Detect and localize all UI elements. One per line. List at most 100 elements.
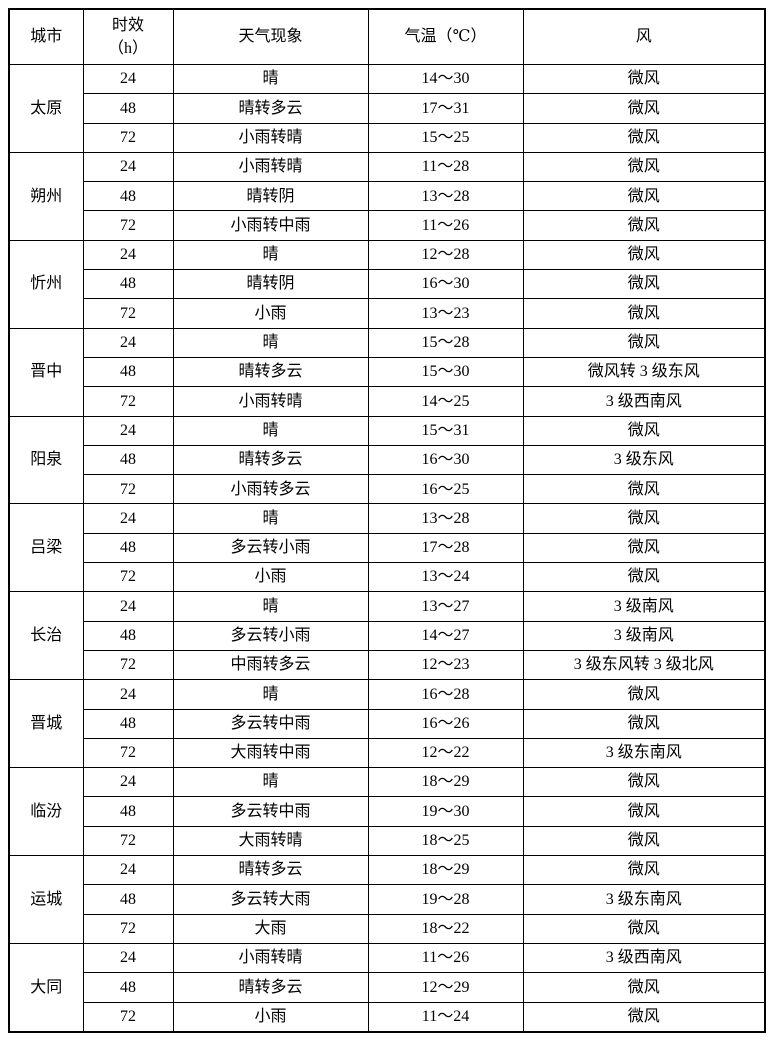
- table-row: 长治 24 晴 13～27 3 级南风: [8, 591, 766, 681]
- hours-cell: 24: [82, 503, 174, 534]
- table-row: 48 晴转多云 12～29 微风: [9, 972, 766, 1003]
- temperature-cell: 12～23: [367, 649, 524, 681]
- wind-cell: 3 级西南风: [522, 942, 766, 974]
- hours-cell: 24: [82, 679, 174, 710]
- table-row: 晋城 24 晴 16～28 微风: [8, 679, 766, 769]
- hours-cell: 72: [82, 913, 174, 944]
- wind-cell: 微风: [522, 327, 766, 358]
- hours-cell: 24: [82, 239, 174, 271]
- table-row: 72 大雨 18～22 微风: [9, 913, 766, 944]
- weather-forecast-table: 城市 时效 （h） 天气现象 气温（℃） 风 太原 24 晴 14～30 微风 48 晴转多…: [8, 8, 766, 1033]
- wind-cell: 微风: [522, 972, 766, 1003]
- weather-cell: 晴: [172, 503, 369, 534]
- hours-cell: 48: [82, 708, 174, 739]
- temperature-cell: 15～28: [367, 327, 524, 358]
- wind-cell: 微风转 3 级东风: [522, 356, 766, 388]
- hours-cell: 72: [82, 210, 174, 241]
- temperature-cell: 12～28: [367, 239, 524, 271]
- table-row: 吕梁 24 晴 13～28 微风: [8, 503, 766, 593]
- table-row: 72 中雨转多云 12～23 3 级东风转 3 级北风: [9, 649, 766, 681]
- table-row: 大同 24 小雨转晴 11～26 3 级西南风: [8, 942, 766, 1033]
- city-cell: 长治: [8, 591, 84, 681]
- weather-cell: 晴: [172, 63, 369, 95]
- temperature-cell: 11～26: [367, 942, 524, 974]
- table-row: 48 晴转阴 16～30 微风: [9, 269, 766, 300]
- temperature-cell: 16～25: [367, 474, 524, 505]
- wind-cell: 微风: [522, 796, 766, 827]
- hours-cell: 24: [82, 63, 174, 95]
- wind-cell: 3 级西南风: [522, 386, 766, 417]
- weather-cell: 晴: [172, 591, 369, 622]
- weather-cell: 小雨转晴: [172, 151, 369, 183]
- weather-cell: 晴转多云: [172, 855, 369, 886]
- wind-cell: 微风: [522, 532, 766, 564]
- hours-cell: 72: [82, 562, 174, 593]
- weather-cell: 晴: [172, 679, 369, 710]
- weather-cell: 晴转多云: [172, 972, 369, 1003]
- weather-cell: 大雨: [172, 913, 369, 944]
- weather-cell: 晴: [172, 767, 369, 798]
- wind-cell: 微风: [522, 855, 766, 886]
- table-row: 72 小雨转多云 16～25 微风: [9, 474, 766, 505]
- weather-cell: 晴转多云: [172, 93, 369, 124]
- weather-cell: 晴转阴: [172, 269, 369, 300]
- wind-cell: 3 级南风: [522, 591, 766, 622]
- wind-cell: 微风: [522, 415, 766, 446]
- temperature-cell: 13～23: [367, 298, 524, 329]
- table-row: 48 多云转小雨 14～27 3 级南风: [9, 620, 766, 651]
- hours-cell: 24: [82, 151, 174, 183]
- temperature-cell: 16～26: [367, 708, 524, 739]
- hours-cell: 48: [82, 796, 174, 827]
- hours-cell: 24: [82, 327, 174, 358]
- temperature-cell: 11～26: [367, 210, 524, 241]
- city-cell: 大同: [8, 942, 84, 1033]
- weather-cell: 小雨: [172, 562, 369, 593]
- hours-cell: 72: [82, 386, 174, 417]
- temperature-cell: 12～29: [367, 972, 524, 1003]
- table-row: 48 多云转中雨 16～26 微风: [9, 708, 766, 739]
- table-row: 48 多云转小雨 17～28 微风: [9, 532, 766, 564]
- wind-cell: 微风: [522, 298, 766, 329]
- weather-cell: 小雨转晴: [172, 942, 369, 974]
- temperature-cell: 14～27: [367, 620, 524, 651]
- table-row: 运城 24 晴转多云 18～29 微风: [8, 855, 766, 944]
- hours-cell: 24: [82, 591, 174, 622]
- header-city: 城市: [8, 8, 84, 65]
- temperature-cell: 13～27: [367, 591, 524, 622]
- wind-cell: 微风: [522, 825, 766, 857]
- weather-cell: 晴: [172, 327, 369, 358]
- wind-cell: 微风: [522, 708, 766, 739]
- temperature-cell: 14～30: [367, 63, 524, 95]
- wind-cell: 微风: [522, 239, 766, 271]
- temperature-cell: 15～25: [367, 122, 524, 153]
- wind-cell: 微风: [522, 913, 766, 944]
- weather-cell: 多云转中雨: [172, 708, 369, 739]
- hours-cell: 48: [82, 972, 174, 1003]
- wind-cell: 微风: [522, 151, 766, 183]
- hours-cell: 72: [82, 737, 174, 769]
- hours-cell: 48: [82, 444, 174, 476]
- weather-cell: 多云转中雨: [172, 796, 369, 827]
- hours-cell: 72: [82, 825, 174, 857]
- hours-cell: 48: [82, 356, 174, 388]
- city-cell: 太原: [8, 64, 84, 153]
- hours-cell: 48: [82, 532, 174, 564]
- table-row: 48 多云转中雨 19～30 微风: [9, 796, 766, 827]
- city-cell: 晋中: [8, 327, 84, 417]
- weather-cell: 大雨转中雨: [172, 737, 369, 769]
- hours-cell: 24: [82, 942, 174, 974]
- temperature-cell: 18～25: [367, 825, 524, 857]
- temperature-cell: 12～22: [367, 737, 524, 769]
- weather-cell: 晴转多云: [172, 356, 369, 388]
- wind-cell: 微风: [522, 63, 766, 95]
- wind-cell: 3 级东南风: [522, 737, 766, 769]
- temperature-cell: 18～29: [367, 767, 524, 798]
- temperature-cell: 19～28: [367, 884, 524, 915]
- temperature-cell: 13～28: [367, 503, 524, 534]
- weather-cell: 小雨转中雨: [172, 210, 369, 241]
- temperature-cell: 18～29: [367, 855, 524, 886]
- hours-cell: 48: [82, 269, 174, 300]
- hours-cell: 24: [82, 855, 174, 886]
- temperature-cell: 11～24: [367, 1001, 524, 1033]
- weather-cell: 大雨转晴: [172, 825, 369, 857]
